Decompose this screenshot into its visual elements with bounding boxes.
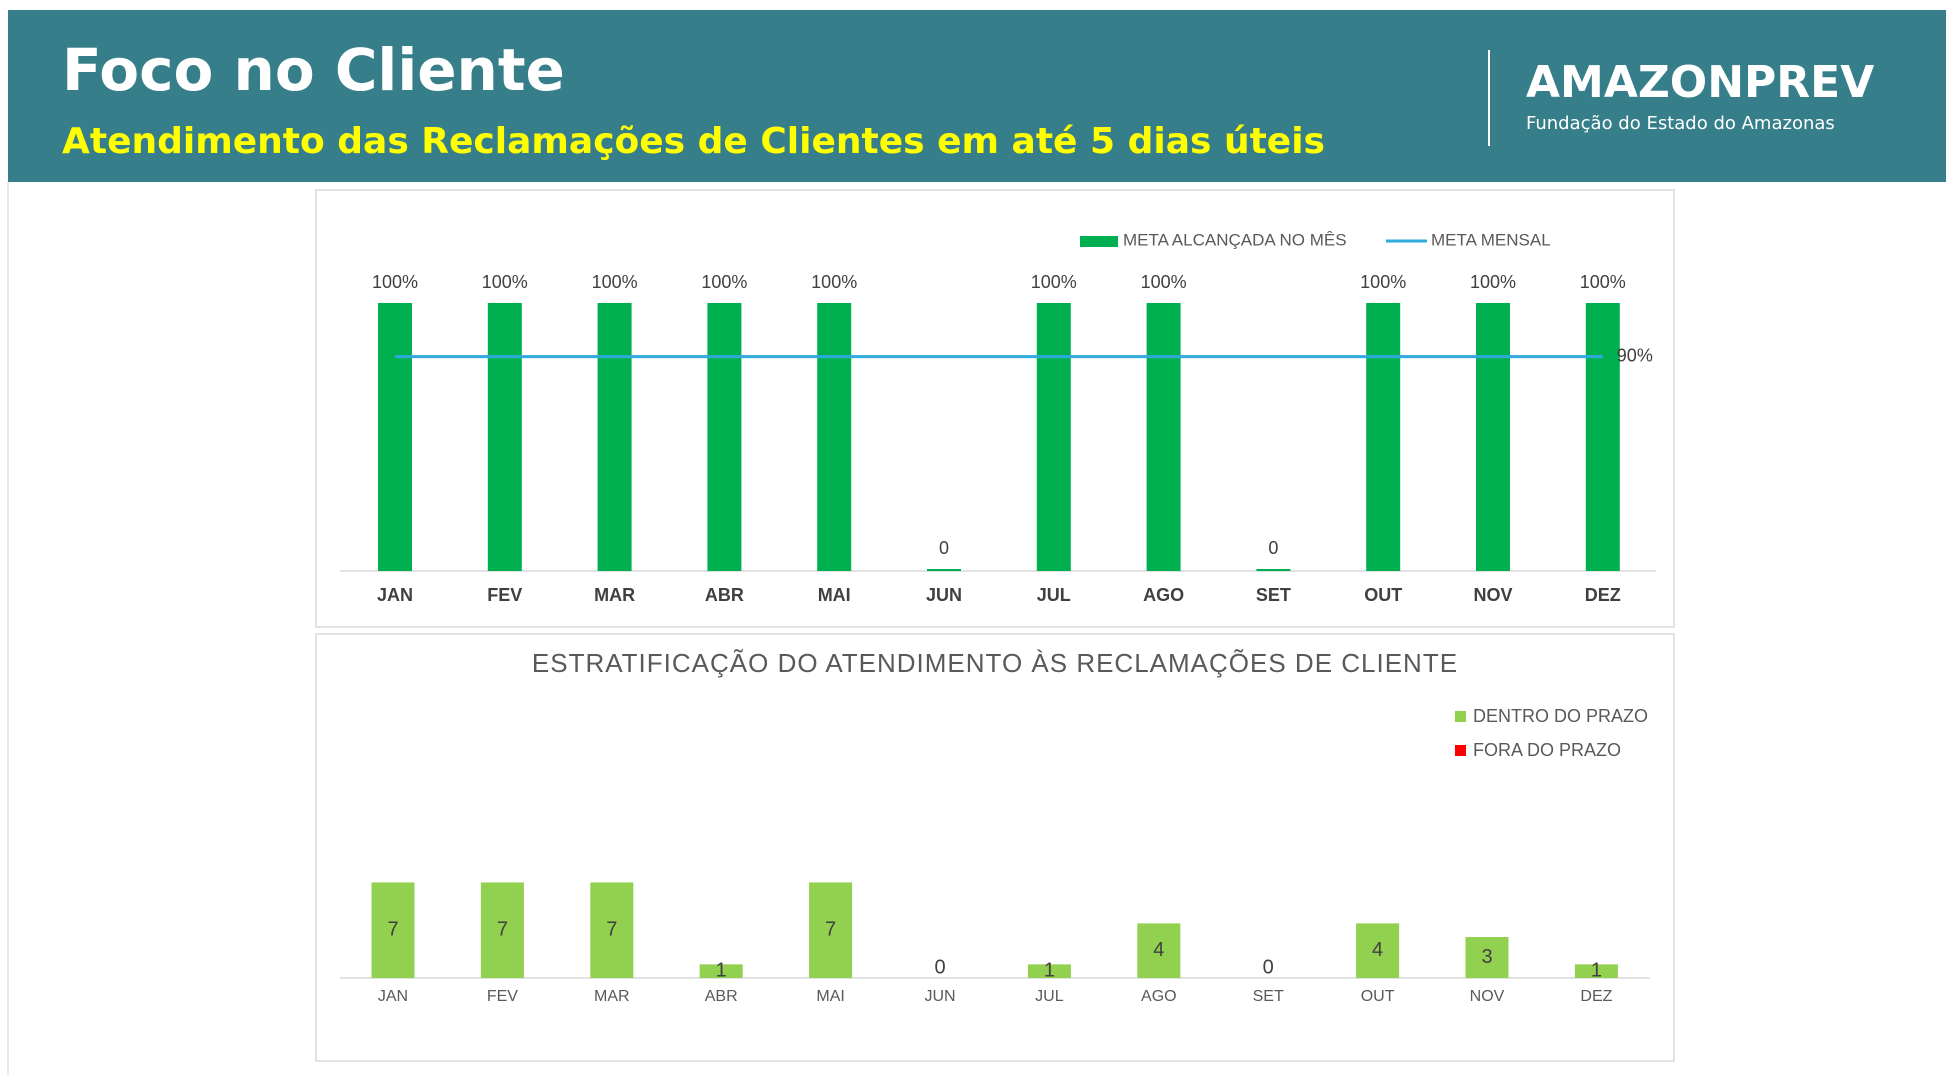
x-tick-label: SET (1253, 988, 1284, 1005)
data-label: 7 (497, 919, 508, 941)
bar (1036, 303, 1071, 571)
legend-swatch (1080, 236, 1118, 247)
bar (597, 303, 632, 571)
bar (378, 303, 412, 571)
x-tick-label: JAN (377, 585, 413, 605)
data-label: 100% (701, 272, 747, 292)
bar (707, 303, 742, 571)
x-tick-label: DEZ (1585, 585, 1621, 605)
bar (487, 303, 522, 571)
chart-frame (315, 189, 1675, 628)
chart-title: ESTRATIFICAÇÃO DO ATENDIMENTO ÀS RECLAMA… (532, 648, 1458, 678)
legend-label: META MENSAL (1431, 230, 1551, 249)
x-tick-label: JUL (1035, 988, 1064, 1005)
legend-swatch (1455, 745, 1466, 756)
x-tick-label: MAI (816, 988, 844, 1005)
bar-segment (590, 882, 634, 978)
x-tick-label: OUT (1361, 988, 1395, 1005)
legend-label: FORA DO PRAZO (1473, 740, 1621, 760)
bar-segment (809, 882, 853, 978)
bar-segment (480, 882, 524, 978)
data-label: 7 (387, 919, 398, 941)
x-tick-label: NOV (1473, 585, 1512, 605)
data-label: 1 (716, 959, 727, 981)
data-label: 0 (1263, 956, 1274, 978)
bar (817, 303, 852, 571)
bar-segment (1356, 923, 1400, 978)
x-tick-label: AGO (1141, 988, 1177, 1005)
x-tick-label: NOV (1470, 988, 1505, 1005)
data-label: 7 (606, 919, 617, 941)
bar-segment (699, 964, 743, 978)
bar (927, 569, 961, 571)
brand-subtitle: Fundação do Estado do Amazonas (1526, 113, 1835, 134)
legend-swatch (1455, 711, 1466, 722)
data-label: 4 (1372, 939, 1383, 961)
data-label: 7 (825, 919, 836, 941)
header-subtitle: Atendimento das Reclamações de Clientes … (62, 121, 1325, 162)
bar-segment (1027, 964, 1071, 978)
data-label: 0 (1268, 538, 1278, 558)
bar (1366, 303, 1401, 571)
x-tick-label: ABR (705, 585, 744, 605)
chart-frame (315, 633, 1675, 1062)
x-tick-label: SET (1256, 585, 1291, 605)
legend-label: DENTRO DO PRAZO (1473, 706, 1648, 726)
header-title: Foco no Cliente (62, 36, 565, 104)
legend-label: META ALCANÇADA NO MÊS (1123, 230, 1347, 249)
bar (1146, 303, 1181, 571)
data-label: 100% (1580, 272, 1626, 292)
x-tick-label: JAN (378, 988, 408, 1005)
x-tick-label: JUN (926, 585, 962, 605)
data-label: 0 (934, 956, 945, 978)
bar-segment (371, 882, 415, 978)
bar (1256, 569, 1291, 571)
data-label: 100% (372, 272, 418, 292)
x-tick-label: MAI (818, 585, 851, 605)
data-label: 100% (1360, 272, 1406, 292)
x-tick-label: MAR (594, 585, 635, 605)
bar-segment (1137, 923, 1181, 978)
data-label: 100% (592, 272, 638, 292)
brand: AMAZONPREV (1526, 57, 1874, 108)
data-label: 100% (482, 272, 528, 292)
data-label: 1 (1591, 959, 1602, 981)
data-label: 90% (1617, 345, 1653, 365)
data-label: 0 (939, 538, 949, 558)
data-label: 3 (1481, 946, 1492, 968)
data-label: 100% (1141, 272, 1187, 292)
x-tick-label: DEZ (1580, 988, 1612, 1005)
x-tick-label: FEV (487, 585, 522, 605)
data-label: 100% (1031, 272, 1077, 292)
x-tick-label: FEV (487, 988, 518, 1005)
x-tick-label: JUL (1037, 585, 1071, 605)
x-tick-label: JUN (924, 988, 955, 1005)
data-label: 1 (1044, 959, 1055, 981)
x-tick-label: OUT (1364, 585, 1402, 605)
bar-segment (1574, 964, 1618, 978)
data-label: 4 (1153, 939, 1164, 961)
bar-segment (1465, 937, 1509, 978)
bar (1476, 303, 1510, 571)
bar (1585, 303, 1620, 571)
header-band (8, 10, 1946, 182)
data-label: 100% (811, 272, 857, 292)
data-label: 100% (1470, 272, 1516, 292)
x-tick-label: AGO (1143, 585, 1184, 605)
x-tick-label: ABR (705, 988, 738, 1005)
x-tick-label: MAR (594, 988, 630, 1005)
